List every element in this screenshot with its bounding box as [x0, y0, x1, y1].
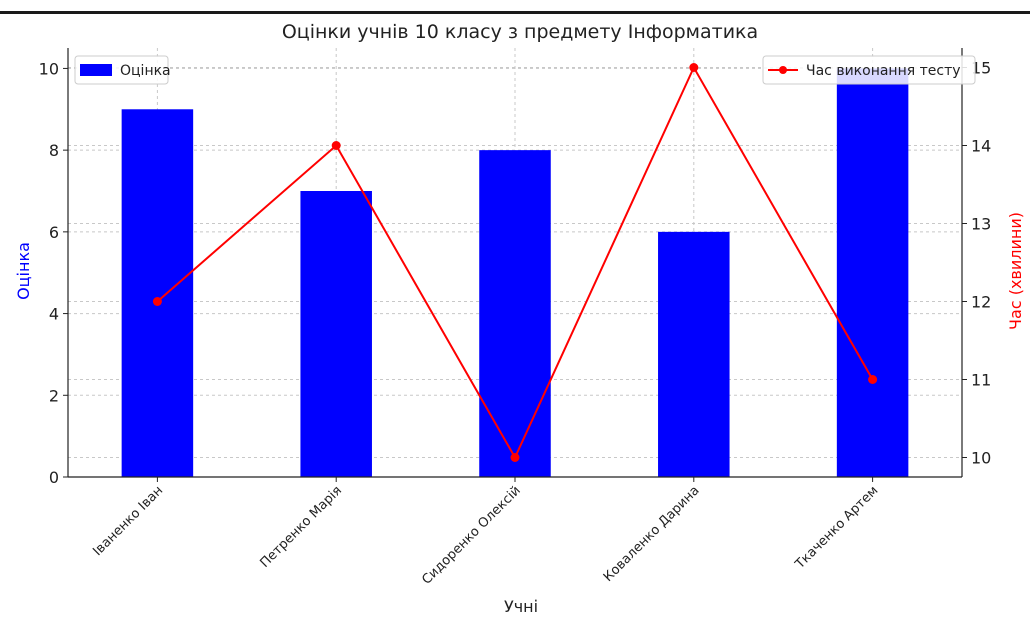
- y-right-tick-label: 15: [971, 59, 991, 78]
- line-point: [152, 297, 162, 306]
- top-border-line: [0, 11, 1030, 14]
- y-left-tick-label: 8: [49, 141, 59, 160]
- top-border-area: [0, 0, 1030, 14]
- legend-line-marker: [779, 66, 787, 74]
- line-point: [510, 453, 520, 462]
- x-tick-label: Сидоренко Олексій: [419, 483, 523, 587]
- y-right-tick-label: 10: [971, 449, 991, 468]
- y-left-tick-label: 6: [49, 223, 59, 242]
- legend-left-box: [74, 55, 169, 85]
- x-tick-label: Коваленко Дарина: [601, 483, 703, 585]
- legend-right-box: [762, 55, 976, 85]
- bar: [836, 68, 909, 477]
- y-right-tick-label: 11: [971, 371, 991, 390]
- y-right-tick-label: 14: [971, 137, 991, 156]
- line-point: [868, 375, 878, 384]
- bar: [479, 150, 551, 477]
- bar: [300, 191, 372, 477]
- legend-bar-label: Оцінка: [120, 63, 171, 79]
- y-left-tick-label: 10: [39, 59, 59, 78]
- y-right-tick-label: 12: [971, 293, 991, 312]
- y-left-axis-label: Оцінка: [14, 242, 33, 300]
- line-point: [331, 141, 341, 150]
- y-right-axis-label: Час (хвилини): [1006, 212, 1025, 330]
- y-right-tick-label: 13: [971, 215, 991, 234]
- y-left-tick-label: 2: [49, 386, 59, 405]
- x-tick-label: Ткаченко Артем: [792, 483, 881, 572]
- bar: [121, 109, 194, 478]
- bar: [658, 231, 730, 477]
- x-tick-label: Петренко Марія: [257, 483, 345, 571]
- legend-right: Час виконання тесту: [762, 55, 976, 85]
- y-left-tick-label: 4: [49, 305, 59, 324]
- legend-left: Оцінка: [74, 55, 171, 85]
- chart-title: Оцінки учнів 10 класу з предмету Інформа…: [282, 21, 758, 43]
- legend-line-label: Час виконання тесту: [806, 63, 961, 79]
- line-layer: [152, 63, 878, 462]
- x-tick-label: Іваненко Іван: [90, 483, 166, 559]
- bars-layer: [121, 68, 909, 478]
- y-left-tick-label: 0: [49, 468, 59, 487]
- x-axis-label: Учні: [504, 597, 538, 616]
- legend-bar-swatch: [80, 64, 112, 76]
- line-point: [689, 63, 699, 72]
